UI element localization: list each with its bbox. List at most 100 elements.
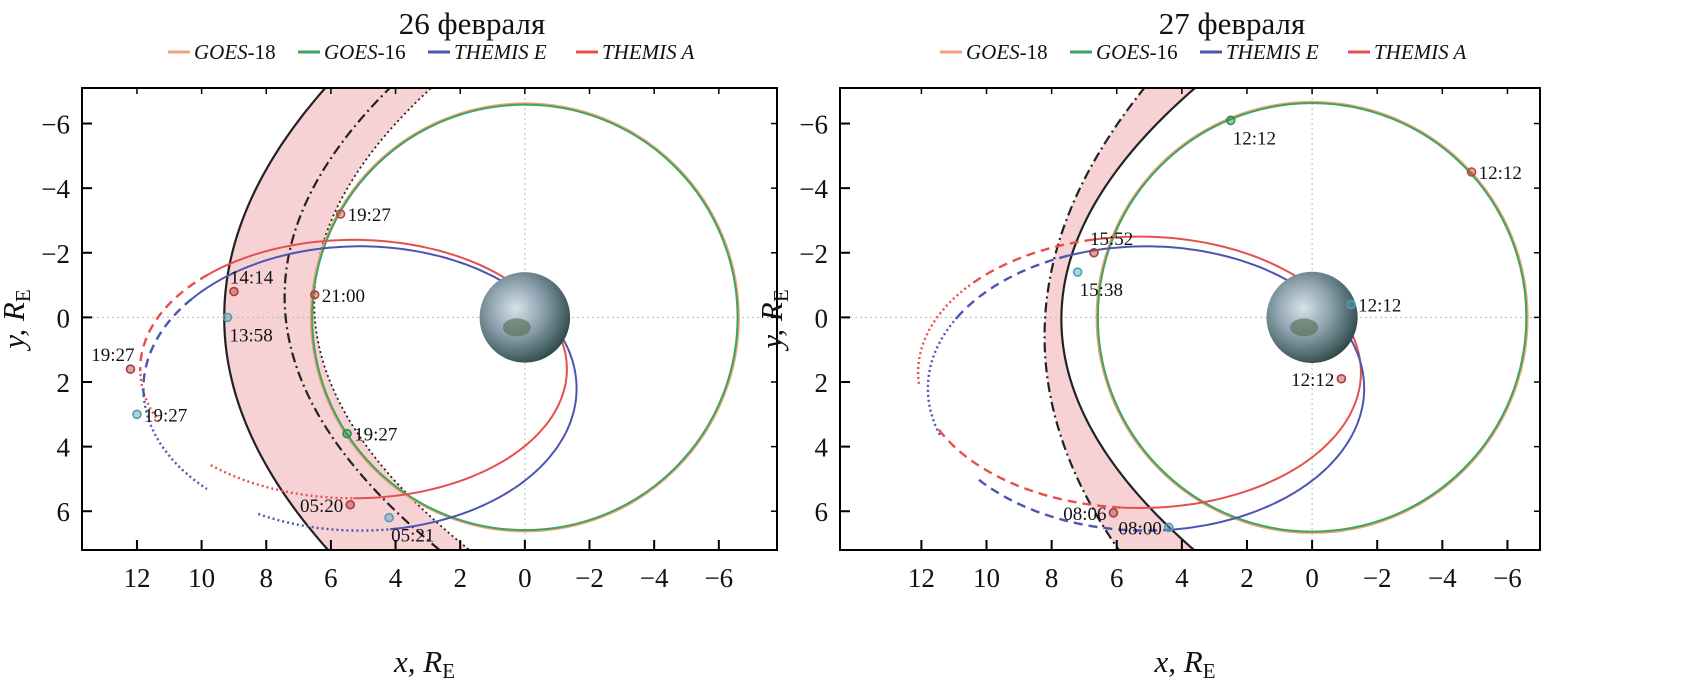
y-tick-label: 6 (57, 497, 71, 527)
marker-time-label: 15:52 (1090, 229, 1133, 250)
x-tick-label: 6 (324, 563, 338, 593)
marker-themisE (384, 512, 394, 523)
legend-name: THEMIS A (602, 40, 695, 64)
orbit-themisA-dotted (210, 464, 354, 500)
legend-label: GOES-18 (194, 40, 276, 64)
magnetopause-boundary-dashdot (1043, 88, 1146, 550)
x-tick-label: 6 (1110, 563, 1124, 593)
x-tick-label: 2 (1240, 563, 1254, 593)
chart-title: 26 февраля (399, 6, 546, 41)
orbit-themisE-dashed (142, 298, 193, 402)
magnetopause-boundary-solid (1060, 88, 1197, 550)
x-tick-label: 0 (1305, 563, 1319, 593)
marker-themisE (222, 312, 233, 323)
marker-themisA (1336, 373, 1347, 384)
plot-area (82, 88, 777, 550)
legend-name: GOES (966, 40, 1020, 64)
earth-icon (479, 272, 571, 363)
legend-item-themisE: THEMIS E (428, 40, 547, 64)
x-axis-label-sub: E (442, 659, 455, 683)
marker-themisA (345, 499, 356, 510)
y-tick-label: 6 (815, 497, 829, 527)
marker-time-label: 13:58 (229, 325, 272, 346)
y-tick-label: −2 (799, 239, 828, 269)
legend-suffix: -16 (1150, 40, 1178, 64)
marker-themisA (125, 364, 136, 374)
marker-goes18 (309, 289, 320, 300)
y-tick-label: −6 (799, 110, 828, 140)
marker-time-label: 19:27 (144, 405, 187, 426)
marker-time-label: 05:20 (300, 496, 343, 517)
marker-goes16 (342, 428, 352, 439)
marker-time-label: 12:12 (1233, 128, 1276, 149)
marker-themisE (1072, 267, 1083, 277)
magnetopause-band (1044, 88, 1196, 550)
marker-goes16 (1225, 115, 1236, 126)
marker-goes18 (1466, 167, 1477, 177)
marker-time-label: 19:27 (348, 205, 391, 226)
orbit-goes18 (1095, 100, 1529, 534)
legend-name: GOES (324, 40, 378, 64)
y-tick-label: 0 (57, 303, 71, 333)
orbit-themisE-solid (1067, 245, 1366, 531)
marker-time-label: 21:00 (322, 286, 365, 307)
marker-themisE (1346, 299, 1356, 310)
legend-item-themisA: THEMIS A (576, 40, 695, 64)
legend-label: GOES-18 (966, 40, 1048, 64)
x-axis-label: x, RE (1153, 644, 1215, 683)
legend-label: GOES-16 (324, 40, 406, 64)
x-tick-label: −4 (1428, 563, 1457, 593)
orbit-goes18 (309, 102, 740, 533)
legend-label: THEMIS E (454, 40, 547, 64)
y-axis-label-main: y, R (0, 302, 31, 352)
magnetopause-boundary-dashdot (283, 88, 442, 550)
legend-name: THEMIS A (1374, 40, 1467, 64)
y-tick-label: 2 (57, 368, 71, 398)
legend-suffix: -18 (248, 40, 276, 64)
y-tick-label: 0 (815, 303, 829, 333)
x-tick-label: 12 (908, 563, 935, 593)
x-tick-label: 10 (188, 563, 215, 593)
legend-label: THEMIS A (602, 40, 695, 64)
marker-themisA (1108, 508, 1119, 518)
x-tick-label: −4 (640, 563, 669, 593)
marker-time-label: 19:27 (354, 425, 397, 446)
marker-goes18 (335, 209, 346, 219)
orbit-themisA-dashed (937, 428, 1121, 509)
earth-landmass (1290, 318, 1319, 337)
y-axis-label: y, RE (0, 289, 35, 351)
x-axis-label: x, RE (393, 644, 455, 683)
x-tick-label: −6 (704, 563, 733, 593)
x-tick-label: −6 (1493, 563, 1522, 593)
plot-frame (839, 87, 1541, 551)
orbit-goes16 (311, 103, 739, 532)
orbit-themisE-dashed (956, 254, 1069, 319)
marker-time-label: 05:21 (391, 526, 434, 547)
earth-disc (1266, 271, 1358, 363)
orbit-themisE-dotted (143, 400, 208, 490)
marker-time-label: 14:14 (230, 268, 274, 289)
y-tick-label: 2 (815, 368, 829, 398)
orbit-themisA-dashed (969, 238, 1094, 287)
x-tick-label: 2 (453, 563, 467, 593)
y-tick-label: −6 (41, 110, 70, 140)
chart-title: 27 февраля (1159, 6, 1306, 41)
marker-time-label: 12:12 (1479, 163, 1522, 184)
y-axis-label: y, RE (754, 289, 793, 351)
legend-label: THEMIS A (1374, 40, 1467, 64)
y-tick-label: −4 (41, 174, 70, 204)
orbit-goes16 (1096, 102, 1528, 533)
orbit-themisA-dashed (138, 273, 209, 370)
orbit-themisE-dotted (926, 316, 958, 438)
orbit-themisE-dotted (257, 512, 391, 532)
marker-themisE (132, 409, 142, 420)
plot-area (840, 88, 1540, 550)
marker-themisA (1089, 247, 1099, 258)
y-tick-label: 4 (815, 433, 829, 463)
x-tick-label: 0 (518, 563, 532, 593)
legend-item-goes16: GOES-16 (1070, 40, 1178, 64)
marker-themisA (229, 286, 239, 297)
